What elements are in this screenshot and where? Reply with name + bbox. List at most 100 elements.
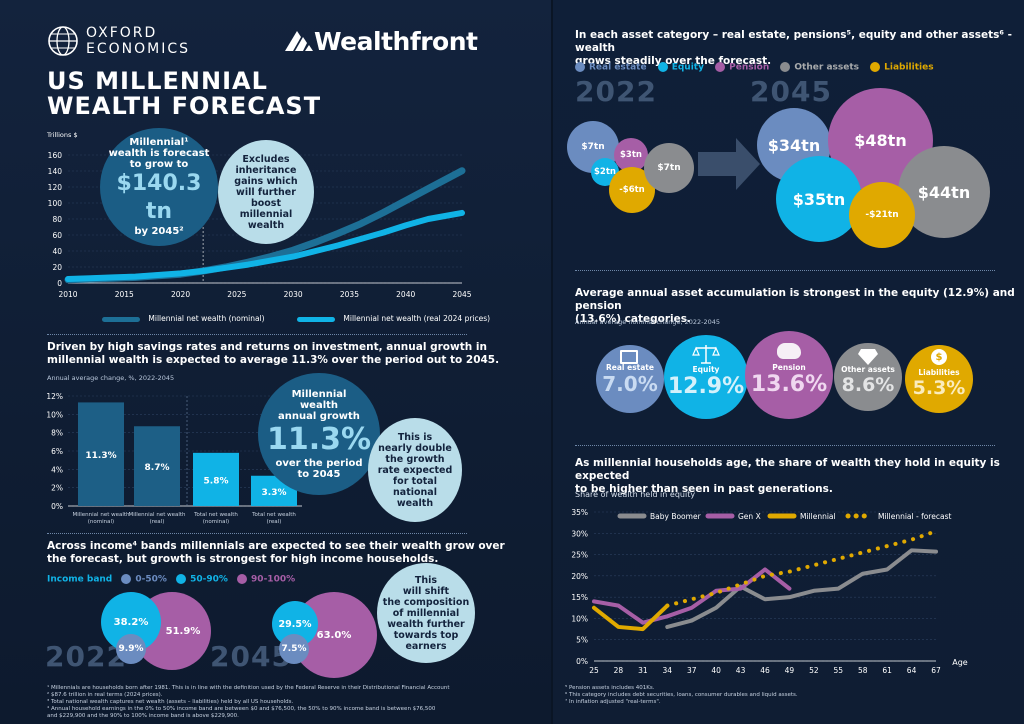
piggy-bank-icon: [777, 343, 801, 359]
legend-nominal-label: Millennial net wealth (nominal): [148, 314, 265, 323]
y-tick-label: 80: [52, 215, 62, 224]
composition-note-l7: earners: [405, 640, 447, 652]
double-note-l2: nearly double: [378, 442, 452, 454]
x-tick-label: 2040: [396, 290, 415, 299]
asset-legend-pension: Pension: [729, 62, 770, 73]
income-band-legend: Income band 0-50% 50-90% 90-100%: [47, 574, 295, 585]
bar: [78, 402, 124, 506]
legend-dot-0-50: [121, 574, 132, 584]
forecast-callout-l3: to grow to: [129, 159, 189, 170]
inheritance-note-l3: gains which: [234, 175, 298, 187]
income-legend-1: 0-50%: [135, 574, 167, 585]
double-note-l1: This is: [397, 431, 433, 443]
inheritance-note-l7: wealth: [247, 219, 285, 231]
x-tick-label: 64: [907, 666, 917, 675]
section3-heading-l1: Across income⁴ bands millennials are exp…: [47, 540, 505, 552]
asset-2022-pension-value: $3tn: [620, 150, 642, 160]
asset-2045-liabilities-value: -$21tn: [865, 210, 899, 220]
accum-real-estate: Real estate 7.0%: [596, 345, 664, 413]
inheritance-note-l4: will further: [236, 186, 296, 198]
x-tick-label: 2020: [171, 290, 190, 299]
asset-2045-other: $44tn: [898, 146, 990, 238]
oxford-economics-logo: [47, 25, 79, 61]
composition-note-l1: This: [414, 574, 438, 586]
forecast-callout-value: $140.3 tn: [116, 171, 202, 224]
section6-heading-l2: to be higher than seen in past generatio…: [575, 483, 833, 495]
section4-heading-l1: In each asset category – real estate, pe…: [575, 29, 1013, 54]
x-axis-title: Age: [952, 658, 968, 667]
x-tick-label: 34: [663, 666, 673, 675]
asset-year-2045: 2045: [750, 75, 832, 108]
asset-legend-real-estate: Real estate: [589, 62, 647, 73]
series-line-millennial: [592, 603, 670, 632]
asset-2022-liabilities: -$6tn: [609, 167, 655, 213]
inheritance-note-circle: Excludes inheritance gains which will fu…: [218, 140, 314, 244]
footnote-7: ⁷ In inflation adjusted "real-terms".: [565, 699, 661, 705]
y-tick-label: 8%: [51, 429, 63, 438]
income-year-2045: 2045: [210, 640, 292, 673]
scales-icon: [692, 345, 720, 364]
left-divider-1: [47, 334, 467, 335]
composition-note-l6: towards top: [393, 629, 459, 641]
accum-real-estate-label: Real estate: [606, 362, 654, 372]
bar-category-label: Millennial net wealth: [72, 512, 130, 518]
y-tick-label: 4%: [51, 465, 63, 474]
y-tick-label: 140: [48, 167, 63, 176]
x-tick-label: 2015: [115, 290, 134, 299]
growth-arrow-icon: [698, 138, 760, 190]
y-tick-label: 10%: [571, 614, 588, 623]
growth-big-l1: Millennial: [291, 388, 347, 400]
wealthfront-mark-icon: [285, 31, 313, 51]
footnotes-right: ⁵ Pension assets includes 401Ks. ⁶ This …: [565, 685, 1005, 706]
x-tick-label: 2030: [284, 290, 303, 299]
asset-legend-liabilities: Liabilities: [884, 62, 934, 73]
y-tick-label: 120: [48, 183, 63, 192]
accum-equity-value: 12.9%: [667, 374, 745, 399]
asset-legend-other: Other assets: [794, 62, 859, 73]
section6-heading: As millennial households age, the share …: [575, 457, 1015, 496]
x-tick-label: 28: [614, 666, 624, 675]
asset-2022-pension: $3tn: [614, 138, 648, 172]
bar-value-label: 3.3%: [262, 488, 287, 498]
section5-heading-l2: (13.6%) categories.: [575, 313, 691, 325]
y-tick-label: 0%: [576, 657, 588, 666]
forecast-callout-l1: Millennial¹: [129, 137, 189, 148]
left-divider-2: [47, 533, 467, 534]
legend-label: Baby Boomer: [650, 512, 702, 521]
x-tick-label: 55: [834, 666, 844, 675]
asset-2045-equity-value: $35tn: [792, 189, 846, 209]
asset-2022-equity-value: $2tn: [594, 167, 616, 177]
accum-other-label: Other assets: [841, 364, 895, 374]
growth-big-l4: over the period: [275, 457, 363, 469]
legend-dot-90-100: [237, 574, 248, 584]
footnote-4b: and $229,900 and the 90% to 100% income …: [47, 713, 239, 719]
section2-subtitle: Annual average change, %, 2022-2045: [47, 374, 175, 382]
wealthfront-logo: [285, 29, 313, 57]
x-tick-label: 37: [687, 666, 697, 675]
double-note-l5: for total: [393, 475, 437, 487]
legend-label: Millennial - forecast: [878, 512, 951, 521]
section4-heading: In each asset category – real estate, pe…: [575, 29, 1015, 68]
composition-note-l3: the composition: [382, 596, 470, 608]
composition-note-l4: of millennial: [392, 607, 460, 619]
income-2045-low: 7.5%: [279, 634, 309, 664]
y-tick-label: 20: [52, 263, 62, 272]
double-growth-note-circle: This is nearly double the growth rate ex…: [368, 418, 462, 522]
bar-category-label: (nominal): [203, 519, 229, 525]
bar-category-label: (real): [267, 519, 282, 525]
y-tick-label: 0%: [51, 502, 63, 511]
income-legend-3: 90-100%: [251, 574, 296, 585]
growth-big-l5: to 2045: [297, 468, 341, 480]
globe-icon: [48, 26, 78, 56]
forecast-callout-l2: wealth is forecast: [108, 148, 210, 159]
series-line-gen-x: [592, 567, 792, 625]
x-tick-label: 2035: [340, 290, 359, 299]
inheritance-note-l5: boost: [250, 197, 282, 209]
section3-heading-l2: the forecast, but growth is strongest fo…: [47, 553, 439, 565]
x-tick-label: 67: [931, 666, 941, 675]
asset-2022-liabilities-value: -$6tn: [619, 185, 645, 195]
growth-big-l3: annual growth: [278, 410, 360, 422]
x-tick-label: 52: [809, 666, 819, 675]
forecast-callout-circle: Millennial¹ wealth is forecast to grow t…: [100, 128, 218, 246]
x-tick-label: 61: [882, 666, 892, 675]
